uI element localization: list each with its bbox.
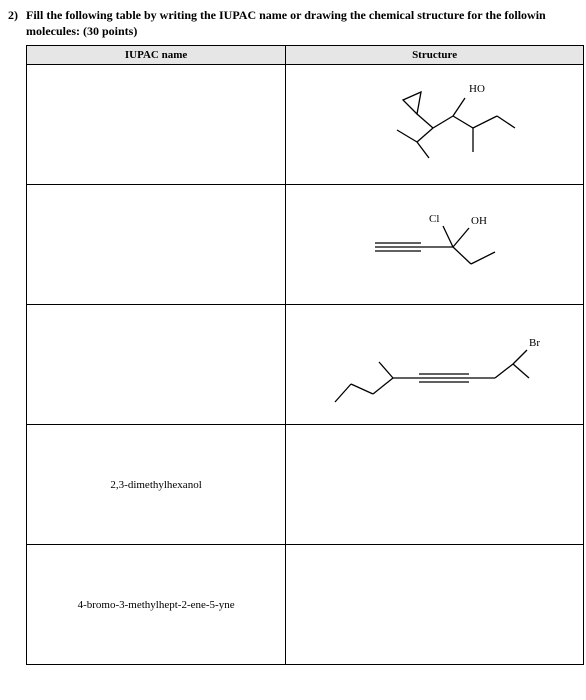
question-text: Fill the following table by writing the … xyxy=(26,8,586,39)
question-header: 2) Fill the following table by writing t… xyxy=(8,8,586,39)
name-cell: 2,3-dimethylhexanol xyxy=(27,425,286,545)
structure-cell: HO xyxy=(286,65,584,185)
structure-cell: Cl OH xyxy=(286,185,584,305)
header-structure: Structure xyxy=(286,46,584,65)
name-cell xyxy=(27,185,286,305)
question-number: 2) xyxy=(8,8,26,39)
name-cell xyxy=(27,65,286,185)
name-cell: 4-bromo-3-methylhept-2-ene-5-yne xyxy=(27,545,286,665)
table-row: 4-bromo-3-methylhept-2-ene-5-yne xyxy=(27,545,584,665)
label-oh: OH xyxy=(471,215,487,227)
structure-cell: Br xyxy=(286,305,584,425)
structure-cell xyxy=(286,425,584,545)
molecule-struct1: HO xyxy=(325,70,545,180)
table-row: HO xyxy=(27,65,584,185)
label-ho: HO xyxy=(469,83,485,95)
molecule-struct2: Cl OH xyxy=(325,190,545,300)
structure-cell xyxy=(286,545,584,665)
molecule-struct3: Br xyxy=(305,310,565,420)
table-row: Cl OH xyxy=(27,185,584,305)
table-row: 2,3-dimethylhexanol xyxy=(27,425,584,545)
label-br: Br xyxy=(529,337,540,349)
header-iupac: IUPAC name xyxy=(27,46,286,65)
iupac-table: IUPAC name Structure xyxy=(26,45,584,665)
label-cl: Cl xyxy=(429,213,439,225)
table-row: Br xyxy=(27,305,584,425)
name-cell xyxy=(27,305,286,425)
